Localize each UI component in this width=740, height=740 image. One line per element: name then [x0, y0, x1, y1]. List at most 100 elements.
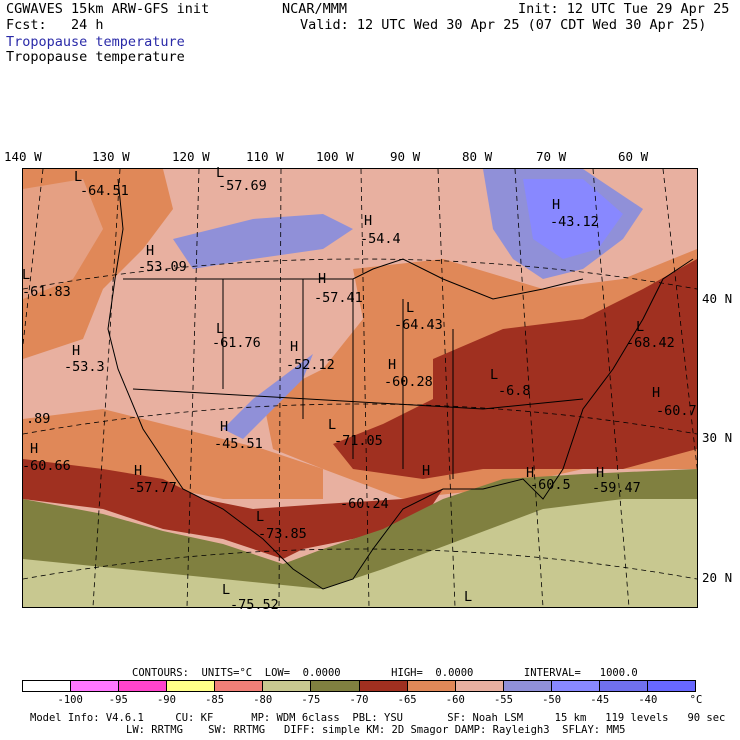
map-label: L: [74, 169, 83, 185]
map-value: -57.77: [128, 480, 177, 496]
map-value: .89: [26, 411, 51, 427]
lat-label: 20 N: [702, 570, 733, 585]
map-value: -61.76: [212, 335, 261, 351]
lon-label: 130 W: [92, 149, 130, 164]
color-bar-tick-label: -90: [156, 694, 176, 706]
color-bar-swatch: [71, 681, 120, 691]
map-label: L: [216, 165, 225, 181]
color-bar-tick-label: -70: [349, 694, 369, 706]
field-name-contour: Tropopause temperature: [6, 49, 185, 65]
color-bar-swatch: [599, 681, 649, 691]
map-label: L: [490, 367, 499, 383]
map-value: -64.51: [80, 183, 129, 199]
lon-label: 140 W: [4, 149, 42, 164]
shade-band-minus50-north: [173, 214, 353, 269]
physics-info: LW: RRTMG SW: RRTMG DIFF: simple KM: 2D …: [126, 724, 626, 736]
color-bar-tick-label: -55: [493, 694, 513, 706]
color-bar-tick-label: -100: [57, 694, 83, 706]
map-label: L: [636, 319, 645, 335]
field-name-shaded: Tropopause temperature: [6, 34, 185, 50]
map-label: H: [526, 465, 535, 481]
map-label: L: [22, 267, 31, 283]
map-value: -61.83: [22, 284, 71, 300]
map-label: L: [406, 300, 415, 316]
map-value: -71.05: [334, 433, 383, 449]
map-label: H: [422, 463, 431, 479]
map-value: -53.3: [64, 359, 105, 375]
map-label: L: [222, 582, 231, 598]
lat-label: 40 N: [702, 291, 733, 306]
color-bar-tick-label: -75: [301, 694, 321, 706]
color-bar: [22, 680, 696, 692]
contours-info: CONTOURS: UNITS=°C LOW= 0.0000 HIGH= 0.0…: [132, 667, 638, 679]
map-label: H: [552, 197, 561, 213]
valid-time: Valid: 12 UTC Wed 30 Apr 25 (07 CDT Wed …: [300, 17, 707, 33]
map-label: H: [134, 463, 143, 479]
map-value: -53.09: [138, 259, 187, 275]
color-bar-swatch: [215, 681, 264, 691]
color-bar-tick-label: -80: [253, 694, 273, 706]
map-value: -60.66: [22, 458, 71, 474]
coastlines: [107, 178, 694, 590]
lon-label: 100 W: [316, 149, 354, 164]
map-value: -60.7: [656, 403, 697, 419]
map-label: H: [596, 465, 605, 481]
map-label: H: [30, 441, 39, 457]
map-value: -57.41: [314, 290, 363, 306]
map-value: -73.85: [258, 526, 307, 542]
map-label: H: [72, 343, 81, 359]
color-bar-swatch: [167, 681, 216, 691]
map-value: -60.5: [530, 477, 571, 493]
map-label: H: [318, 271, 327, 287]
shade-band-minus75: [23, 499, 697, 607]
map-value: -52.12: [286, 357, 335, 373]
map-value: -57.69: [218, 178, 267, 194]
map-value: -68.42: [626, 335, 675, 351]
map-value: -6.8: [498, 383, 531, 399]
color-bar-swatch: [407, 681, 456, 691]
lon-label: 120 W: [172, 149, 210, 164]
map-label: H: [652, 385, 661, 401]
map-label: L: [328, 417, 337, 433]
color-bar-tick-label: -65: [397, 694, 417, 706]
lon-label: 60 W: [618, 149, 649, 164]
map-label: L: [464, 589, 473, 605]
map-value: -43.12: [550, 214, 599, 230]
map-value: -75.52: [230, 597, 279, 613]
map-canvas: [23, 169, 697, 607]
color-bar-swatch: [551, 681, 600, 691]
lat-label: 30 N: [702, 430, 733, 445]
color-bar-swatch: [648, 681, 696, 691]
model-info: Model Info: V4.6.1 CU: KF MP: WDM 6class…: [30, 712, 726, 724]
color-bar-swatch: [311, 681, 360, 691]
shade-band-minus65: [333, 259, 697, 479]
color-bar-tick-label: -85: [205, 694, 225, 706]
map-label: L: [216, 321, 225, 337]
color-bar-tick-label: -50: [542, 694, 562, 706]
color-bar-tick-label: -40: [638, 694, 658, 706]
lon-label: 80 W: [462, 149, 493, 164]
map-label: H: [290, 339, 299, 355]
color-bar-swatch: [263, 681, 312, 691]
organization: NCAR/MMM: [282, 1, 348, 17]
color-bar-swatch: [455, 681, 504, 691]
map-label: H: [146, 243, 155, 259]
map-value: -59.47: [592, 480, 641, 496]
map-value: -60.28: [384, 374, 433, 390]
color-bar-tick-label: °C: [689, 694, 703, 706]
graticule: [23, 169, 697, 607]
color-bar-swatch: [119, 681, 168, 691]
color-bar-swatch: [359, 681, 408, 691]
map-label: H: [388, 357, 397, 373]
init-time: Init: 12 UTC Tue 29 Apr 25: [518, 1, 730, 17]
map-panel: [22, 168, 698, 608]
forecast-hour: Fcst: 24 h: [6, 17, 104, 33]
model-title: CGWAVES 15km ARW-GFS init: [6, 1, 210, 17]
map-value: -60.24: [340, 496, 389, 512]
map-label: L: [256, 509, 265, 525]
map-value: -45.51: [214, 436, 263, 452]
color-bar-tick-label: -60: [445, 694, 465, 706]
lon-label: 90 W: [390, 149, 421, 164]
map-label: H: [220, 419, 229, 435]
color-bar-tick-label: -45: [590, 694, 610, 706]
